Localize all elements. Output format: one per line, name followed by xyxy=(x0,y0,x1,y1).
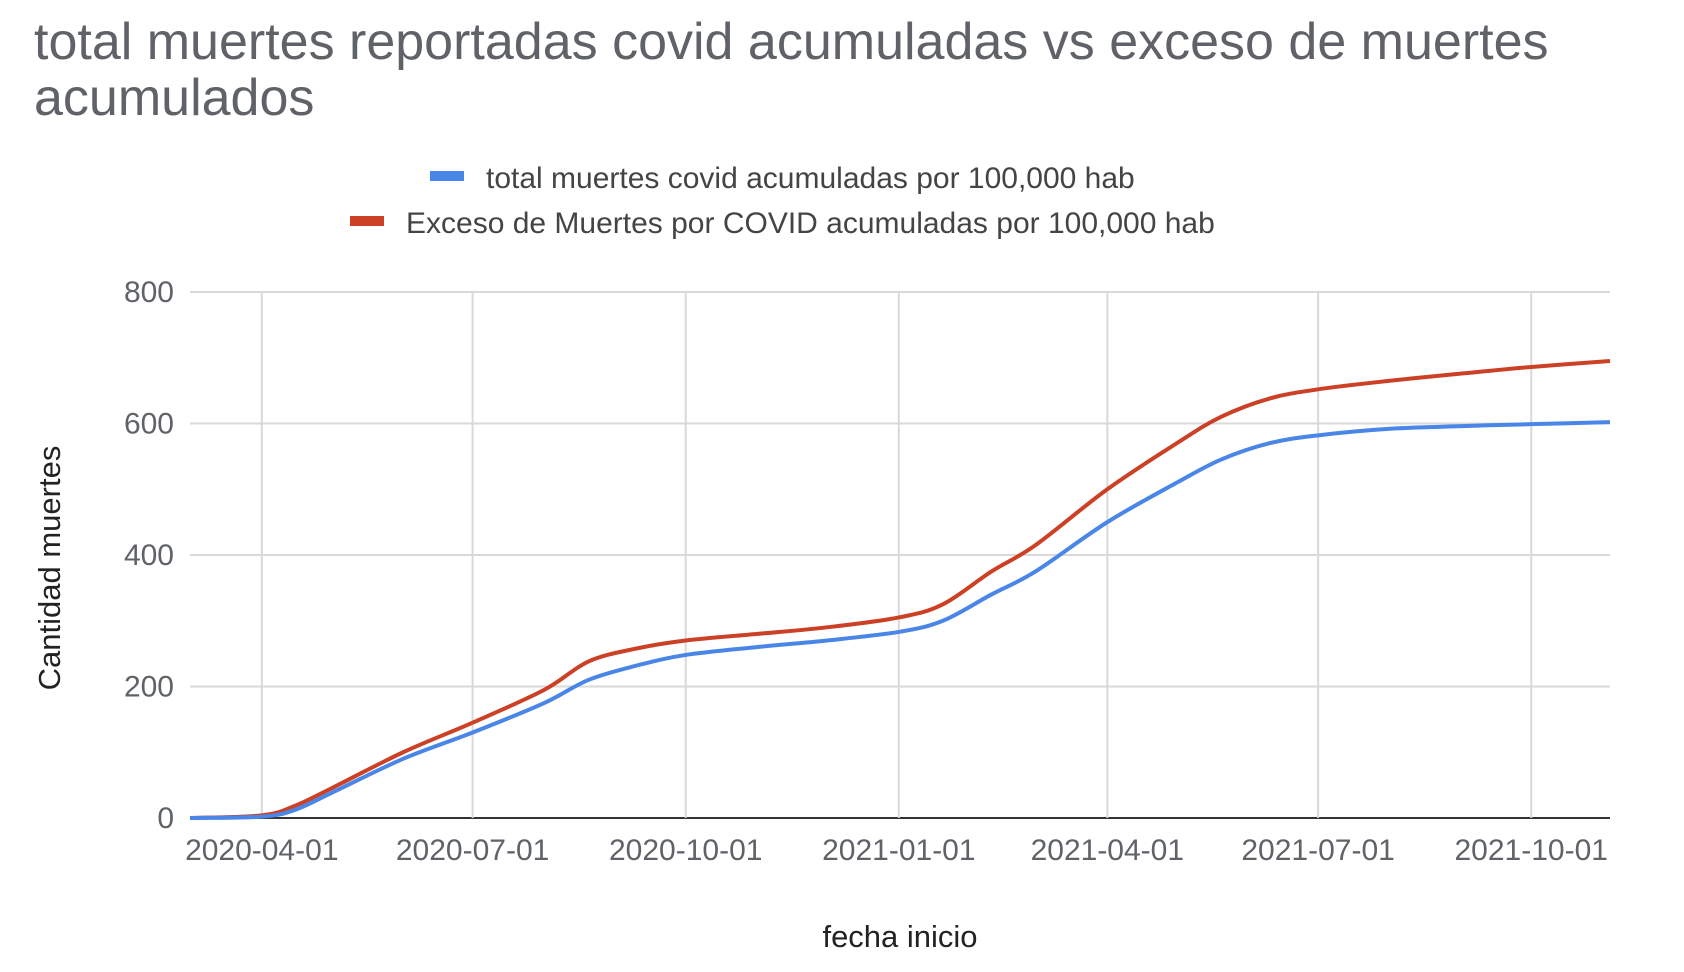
legend-label[interactable]: Exceso de Muertes por COVID acumuladas p… xyxy=(406,207,1215,240)
chart-title: total muertes reportadas covid acumulada… xyxy=(34,13,1549,127)
y-tick-label: 400 xyxy=(124,539,174,572)
x-tick-label: 2021-07-01 xyxy=(1241,834,1394,867)
x-tick-label: 2021-01-01 xyxy=(822,834,975,867)
series-line-excess-deaths xyxy=(189,359,1611,820)
x-tick-label: 2021-04-01 xyxy=(1031,834,1184,867)
x-tick-label: 2020-07-01 xyxy=(396,834,549,867)
gridlines xyxy=(190,291,1610,819)
x-axis-title: fecha inicio xyxy=(822,919,977,954)
series-lines xyxy=(189,359,1611,820)
y-tick-label: 0 xyxy=(157,802,174,835)
x-tick-label: 2020-04-01 xyxy=(185,834,338,867)
y-tick-label: 200 xyxy=(124,671,174,704)
y-tick-label: 600 xyxy=(124,408,174,441)
x-tick-label: 2021-10-01 xyxy=(1455,834,1608,867)
x-axis-ticks: 2020-04-01 2020-07-01 2020-10-01 2021-01-01… xyxy=(185,834,1608,867)
y-axis-ticks: 0 200 400 600 800 xyxy=(124,276,174,835)
x-tick-label: 2020-10-01 xyxy=(609,834,762,867)
legend-label[interactable]: total muertes covid acumuladas por 100,0… xyxy=(486,162,1135,195)
legend-swatch xyxy=(430,171,464,181)
legend[interactable]: total muertes covid acumuladas por 100,0… xyxy=(350,162,1215,240)
series-line-covid-deaths xyxy=(189,420,1611,820)
y-tick-label: 800 xyxy=(124,276,174,309)
y-axis-title: Cantidad muertes xyxy=(32,446,67,691)
legend-swatch xyxy=(350,216,384,226)
